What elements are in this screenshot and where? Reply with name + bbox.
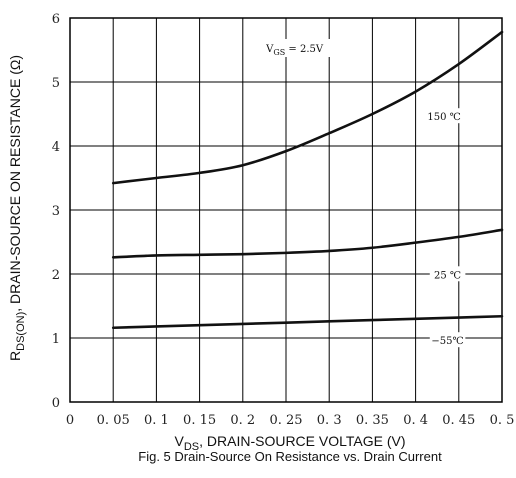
y-tick-labels: 0 1 2 3 4 5 6 <box>52 12 60 411</box>
y-tick-label-1: 1 <box>52 332 60 347</box>
x-tick-label-7: 0. 35 <box>356 413 389 428</box>
x-tick-label-9: 0. 45 <box>442 413 475 428</box>
annotations: VGS = 2.5V 150 ℃ 25 ℃ −55℃ <box>252 39 466 348</box>
figure-caption: Fig. 5 Drain-Source On Resistance vs. Dr… <box>138 449 442 464</box>
series-line-2 <box>111 314 504 330</box>
x-tick-label-10: 0. 5 <box>490 413 515 428</box>
annotation-label-1: 150 ℃ <box>427 112 460 123</box>
y-tick-label-0: 0 <box>52 396 60 411</box>
series-line-1 <box>111 228 504 259</box>
curves <box>111 30 504 330</box>
y-tick-label-2: 2 <box>52 268 60 283</box>
series-line-0 <box>111 30 504 185</box>
annotation-bg-2 <box>429 266 466 282</box>
y-tick-label-6: 6 <box>52 12 60 27</box>
annotation-bg-3 <box>429 332 466 348</box>
x-axis-title: VDS, DRAIN-SOURCE VOLTAGE (V) <box>174 433 405 453</box>
y-tick-label-4: 4 <box>52 140 60 155</box>
annotation-label-3: −55℃ <box>431 336 463 347</box>
y-axis-title: RDS(ON), DRAIN-SOURCE ON RESISTANCE (Ω) <box>7 55 27 361</box>
y-tick-label-3: 3 <box>52 204 60 219</box>
x-tick-label-0: 0 <box>66 413 74 428</box>
annotation-bg-1 <box>423 108 466 124</box>
x-tick-label-8: 0. 4 <box>403 413 428 428</box>
annotation-bg-0 <box>252 39 337 57</box>
plot-frame <box>69 17 503 403</box>
x-tick-label-2: 0. 1 <box>144 413 169 428</box>
annotation-vgs-label: VGS = 2.5V <box>265 44 324 57</box>
x-tick-label-4: 0. 2 <box>230 413 255 428</box>
y-tick-label-5: 5 <box>52 76 60 91</box>
x-tick-label-6: 0. 3 <box>317 413 342 428</box>
x-tick-label-1: 0. 05 <box>97 413 130 428</box>
annotation-label-2: 25 ℃ <box>434 270 461 281</box>
x-tick-label-5: 0. 25 <box>269 413 302 428</box>
x-tick-labels: 0 0. 05 0. 1 0. 15 0. 2 0. 25 0. 3 0. 35 0. 4 0. … <box>66 413 515 428</box>
x-tick-label-3: 0. 15 <box>183 413 216 428</box>
